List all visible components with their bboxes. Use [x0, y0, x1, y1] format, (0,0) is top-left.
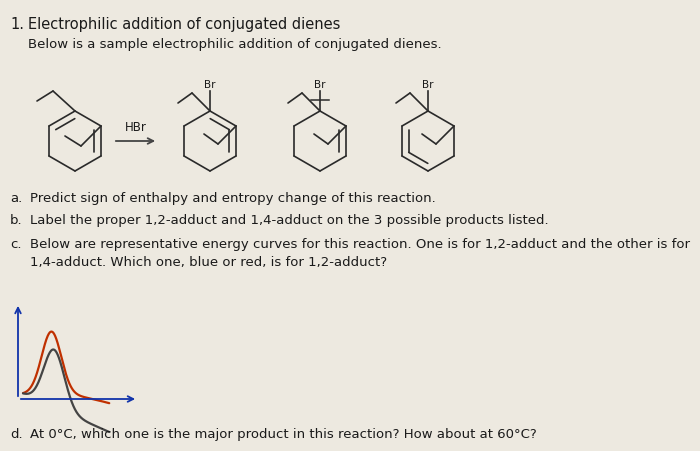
Text: HBr: HBr — [125, 121, 146, 133]
Text: Below are representative energy curves for this reaction. One is for 1,2-adduct : Below are representative energy curves f… — [30, 238, 690, 250]
Text: b.: b. — [10, 213, 22, 226]
Text: Br: Br — [314, 80, 326, 90]
Text: Br: Br — [204, 80, 216, 90]
Text: c.: c. — [10, 238, 22, 250]
Text: Below is a sample electrophilic addition of conjugated dienes.: Below is a sample electrophilic addition… — [28, 38, 442, 51]
Text: 1.: 1. — [10, 17, 24, 32]
Text: Label the proper 1,2-adduct and 1,4-adduct on the 3 possible products listed.: Label the proper 1,2-adduct and 1,4-addu… — [30, 213, 549, 226]
Text: Br: Br — [422, 80, 434, 90]
Text: d.: d. — [10, 427, 22, 440]
Text: a.: a. — [10, 192, 22, 205]
Text: 1,4-adduct. Which one, blue or red, is for 1,2-adduct?: 1,4-adduct. Which one, blue or red, is f… — [30, 255, 387, 268]
Text: Predict sign of enthalpy and entropy change of this reaction.: Predict sign of enthalpy and entropy cha… — [30, 192, 435, 205]
Text: Electrophilic addition of conjugated dienes: Electrophilic addition of conjugated die… — [28, 17, 340, 32]
Text: At 0°C, which one is the major product in this reaction? How about at 60°C?: At 0°C, which one is the major product i… — [30, 427, 537, 440]
